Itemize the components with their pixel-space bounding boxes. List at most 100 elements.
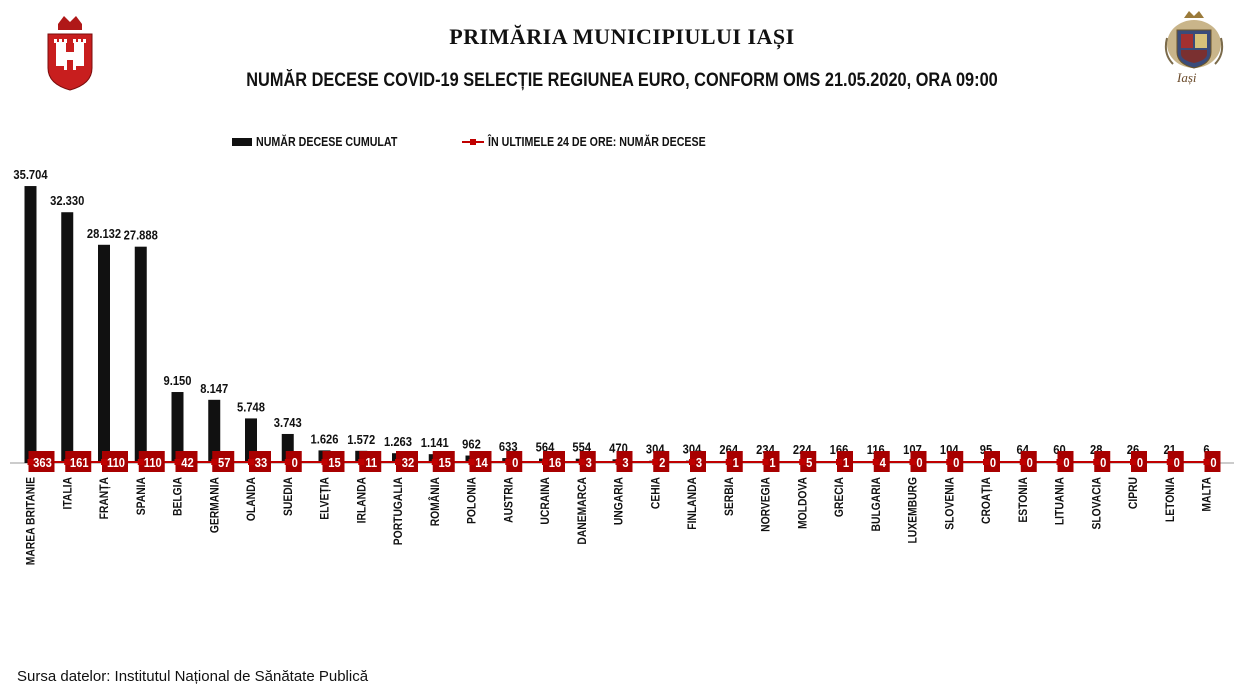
daily-point-26: [946, 459, 953, 465]
daily-marker-box-14: [506, 451, 523, 472]
bar-5: [171, 392, 184, 463]
daily-point-20: [725, 459, 732, 465]
daily-marker-box-24: [873, 451, 890, 472]
daily-point-15: [542, 459, 548, 465]
bar-value-label-4: 27.888: [124, 228, 158, 243]
daily-value-label-29: 0: [1063, 455, 1069, 470]
category-label-13: POLONIA: [466, 477, 479, 524]
category-label-15: UCRAINA: [539, 477, 552, 525]
category-label-23: GRECIA: [833, 477, 846, 517]
daily-value-label-8: 0: [292, 455, 298, 470]
daily-point-33: [1203, 459, 1210, 465]
bar-value-label-8: 3.743: [274, 415, 302, 430]
daily-point-29: [1056, 459, 1063, 465]
city-coat-of-arms-icon: [47, 16, 93, 91]
daily-value-label-18: 2: [659, 455, 665, 470]
daily-point-6: [211, 459, 218, 465]
bar-value-label-2: 32.330: [50, 193, 84, 208]
daily-marker-box-32: [1167, 451, 1184, 472]
daily-value-label-27: 0: [990, 455, 996, 470]
daily-value-label-11: 32: [402, 455, 415, 470]
daily-marker-box-5: [175, 451, 198, 472]
daily-value-label-9: 15: [328, 455, 341, 470]
daily-value-label-22: 5: [806, 455, 812, 470]
category-label-20: SERBIA: [723, 477, 736, 516]
daily-point-9: [321, 459, 328, 465]
daily-marker-box-28: [1020, 451, 1037, 472]
daily-point-8: [284, 459, 291, 465]
daily-value-label-2: 161: [70, 455, 89, 470]
daily-point-13: [468, 459, 475, 465]
daily-value-label-4: 110: [144, 455, 162, 470]
category-label-19: FINLANDA: [686, 477, 699, 530]
daily-value-label-25: 0: [916, 455, 922, 470]
category-label-29: LITUANIA: [1054, 477, 1067, 525]
bar-value-label-14: 633: [499, 439, 518, 454]
daily-point-31: [1130, 459, 1136, 465]
category-label-6: GERMANIA: [209, 477, 222, 533]
daily-value-label-30: 0: [1100, 455, 1106, 470]
category-label-12: ROMÂNIA: [428, 477, 442, 526]
daily-marker-box-16: [579, 451, 596, 472]
daily-point-28: [1019, 459, 1026, 465]
daily-point-25: [909, 459, 916, 465]
daily-value-label-21: 1: [769, 455, 775, 470]
bar-value-label-6: 8.147: [200, 381, 228, 396]
bar-value-label-5: 9.150: [164, 373, 192, 388]
daily-point-12: [431, 459, 438, 465]
category-label-4: SPANIA: [135, 477, 148, 515]
legend-label-daily: ÎN ULTIMELE 24 DE ORE: NUMĂR DECESE: [488, 134, 706, 149]
category-label-32: LETONIA: [1164, 477, 1177, 522]
daily-marker-box-18: [653, 451, 670, 472]
daily-marker-box-33: [1204, 451, 1221, 472]
daily-value-label-16: 3: [586, 455, 592, 470]
daily-value-label-32: 0: [1174, 455, 1180, 470]
daily-point-7: [248, 459, 254, 465]
bar-value-label-12: 1.141: [421, 435, 449, 450]
category-label-9: ELVEȚIA: [319, 477, 332, 520]
daily-point-14: [505, 459, 512, 465]
daily-value-label-14: 0: [512, 455, 518, 470]
chart-legend: NUMĂR DECESE CUMULAT ÎN ULTIMELE 24 DE O…: [0, 134, 1244, 154]
daily-value-label-17: 3: [622, 455, 628, 470]
legend-label-cumulative: NUMĂR DECESE CUMULAT: [256, 134, 398, 149]
category-label-3: FRANȚA: [98, 477, 111, 519]
chart-subtitle: NUMĂR DECESE COVID-19 SELECȚIE REGIUNEA …: [246, 70, 998, 91]
daily-marker-box-21: [763, 451, 780, 472]
category-label-17: UNGARIA: [613, 477, 626, 525]
category-label-7: OLANDA: [245, 477, 258, 521]
category-label-26: SLOVENIA: [944, 477, 957, 530]
daily-marker-box-23: [837, 451, 853, 472]
daily-value-label-15: 16: [549, 455, 562, 470]
iasi-crest-logo: Iași: [1163, 8, 1225, 100]
daily-point-1: [27, 459, 34, 465]
daily-marker-box-9: [322, 451, 345, 472]
daily-value-label-24: 4: [880, 455, 886, 470]
legend-line-swatch: [462, 138, 484, 145]
bar-6: [208, 399, 221, 463]
daily-value-label-5: 42: [181, 455, 194, 470]
legend-bar-swatch: [232, 137, 252, 146]
bar-2: [61, 212, 74, 463]
daily-marker-box-17: [616, 451, 633, 472]
category-label-8: SUEDIA: [282, 477, 295, 516]
daily-marker-box-20: [726, 451, 743, 472]
daily-point-2: [64, 459, 71, 465]
bar-value-label-13: 962: [462, 437, 481, 452]
daily-marker-box-1: [28, 451, 55, 472]
daily-point-5: [174, 459, 181, 465]
category-label-11: PORTUGALIA: [392, 477, 405, 545]
daily-marker-box-8: [285, 451, 302, 472]
daily-point-17: [615, 459, 622, 465]
daily-point-4: [137, 459, 144, 465]
bar-value-label-9: 1.626: [311, 432, 339, 447]
category-label-31: CIPRU: [1127, 477, 1140, 509]
daily-value-label-19: 3: [696, 455, 702, 470]
category-label-1: MAREA BRITANIE: [25, 477, 38, 566]
category-label-14: AUSTRIA: [503, 477, 516, 523]
daily-marker-box-30: [1094, 451, 1111, 472]
category-label-2: ITALIA: [62, 477, 75, 509]
daily-value-label-13: 14: [475, 455, 488, 470]
daily-value-label-20: 1: [733, 455, 739, 470]
category-label-5: BELGIA: [172, 477, 185, 516]
